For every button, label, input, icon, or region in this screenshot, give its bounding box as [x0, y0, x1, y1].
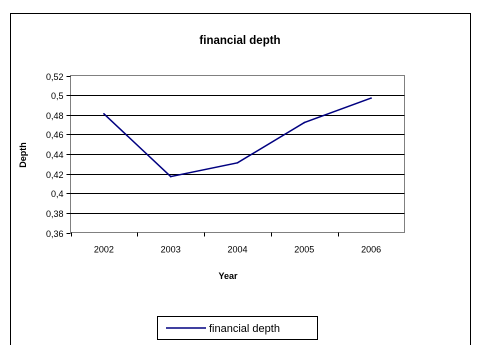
y-tick-label: 0,42: [46, 170, 64, 180]
y-tick-label: 0,46: [46, 130, 64, 140]
x-tick-label: 2006: [361, 245, 381, 255]
x-tick-label: 2005: [294, 245, 314, 255]
chart-border: [10, 13, 471, 345]
y-tick-label: 0,52: [46, 72, 64, 82]
x-tick-labels: 2002 2003 2004 2005 2006: [71, 232, 381, 255]
legend: financial depth: [157, 316, 318, 340]
x-tick-label: 2002: [94, 245, 114, 255]
data-point: [370, 97, 372, 99]
x-axis-label: Year: [218, 271, 238, 281]
y-tick-label: 0,4: [51, 189, 64, 199]
x-tick-label: 2003: [161, 245, 181, 255]
gridlines: [66, 76, 405, 234]
chart-title: financial depth: [199, 35, 280, 47]
y-tick-labels: 0,36 0,38 0,4 0,42 0,44 0,46 0,48 0,5 0,52: [46, 72, 64, 239]
x-tick-label: 2004: [227, 245, 247, 255]
series-layer: [103, 97, 372, 178]
legend-box: [157, 316, 318, 340]
data-point: [236, 162, 239, 164]
data-point: [103, 113, 105, 115]
y-tick-label: 0,48: [46, 111, 64, 121]
y-tick-label: 0,38: [46, 209, 64, 219]
data-point: [303, 121, 306, 124]
data-point: [169, 175, 172, 178]
y-tick-label: 0,5: [51, 91, 64, 101]
y-tick-label: 0,36: [46, 229, 64, 239]
legend-label: financial depth: [209, 323, 280, 335]
y-tick-label: 0,44: [46, 150, 64, 160]
y-axis-label: Depth: [18, 142, 28, 168]
